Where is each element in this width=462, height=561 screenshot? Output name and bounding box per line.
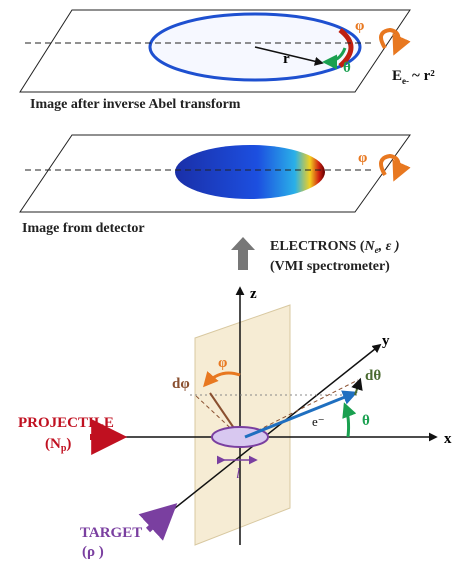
energy-symbol: E	[392, 68, 402, 84]
x-label: x	[444, 431, 452, 447]
z-label: z	[250, 286, 257, 302]
electron-label: e⁻	[312, 414, 325, 429]
spectrometer: (VMI spectrometer)	[270, 259, 390, 274]
projectile-close: )	[66, 436, 71, 452]
page: {"panels": [ {"caption": "Image after in…	[0, 0, 462, 561]
theta-arc	[345, 405, 349, 437]
energy-subscript: e-	[402, 76, 409, 86]
target-arrow	[148, 508, 172, 530]
electrons-label: ELECTRONS (Ne, ε )	[270, 239, 400, 255]
y-label: y	[382, 333, 390, 349]
theta-label: θ	[362, 413, 370, 429]
up-arrow	[231, 237, 255, 270]
target-label: TARGET	[80, 525, 142, 541]
dtheta-arrow	[355, 380, 360, 395]
diagram: r θ φ Ee-~ r² Image after inverse Abel t…	[0, 0, 462, 561]
caption: Image after inverse Abel transform	[30, 97, 241, 112]
phi-label: φ	[358, 150, 367, 166]
energy-relation: ~ r²	[412, 68, 435, 84]
electrons-rest: , ε )	[378, 239, 400, 254]
phi-label: φ	[355, 18, 364, 34]
length-label: l	[236, 466, 240, 482]
target-density: (ρ )	[82, 544, 104, 560]
dphi-label: dφ	[172, 376, 190, 392]
projectile-symbol: (Np)	[45, 436, 71, 454]
dtheta-label: dθ	[365, 368, 381, 384]
energy: Ee-~ r²	[392, 68, 435, 86]
electrons-text: ELECTRONS (	[270, 239, 365, 254]
theta-label: θ	[343, 60, 351, 76]
phi-label: φ	[218, 355, 227, 371]
projectile-label: PROJECTILE	[18, 415, 114, 431]
radius-label: r	[283, 51, 290, 67]
caption: Image from detector	[22, 221, 145, 236]
projectile-open: (N	[45, 436, 61, 452]
detector-image	[175, 145, 325, 199]
